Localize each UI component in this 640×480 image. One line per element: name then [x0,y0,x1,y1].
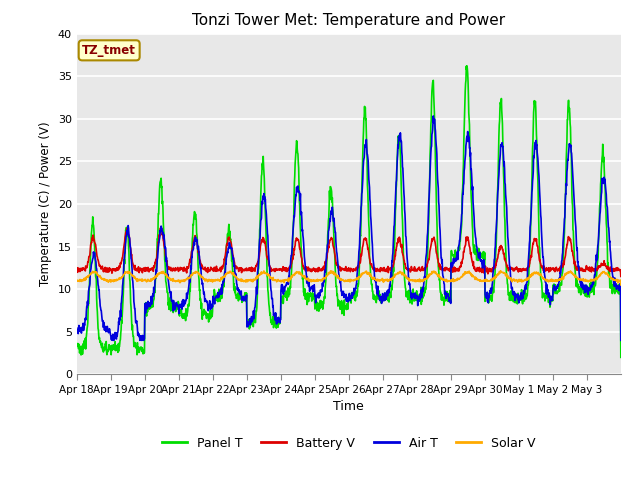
Solar V [324,272,332,277]
Panel T [477,251,485,257]
Solar V [73,278,81,284]
Battery V [617,274,625,279]
Solar V [610,277,618,283]
Battery V [335,265,342,271]
Air T [617,337,625,343]
Air T [158,228,166,234]
Battery V [477,266,485,272]
Line: Battery V: Battery V [77,228,621,276]
Solar V [477,277,484,283]
Panel T [617,354,625,360]
Battery V [157,225,164,231]
Panel T [335,297,342,303]
Air T [335,271,342,276]
Air T [477,257,485,263]
Panel T [463,63,471,69]
Line: Air T: Air T [77,116,621,340]
Battery V [557,265,564,271]
X-axis label: Time: Time [333,400,364,413]
Solar V [497,268,504,274]
Solar V [158,269,166,275]
Air T [73,325,81,331]
Solar V [617,282,625,288]
Air T [109,337,116,343]
Air T [429,113,437,119]
Air T [611,284,618,289]
Battery V [73,266,81,272]
Solar V [557,276,564,281]
Panel T [73,343,81,348]
Panel T [557,282,564,288]
Air T [557,263,565,269]
Line: Solar V: Solar V [77,271,621,285]
Air T [324,228,332,234]
Title: Tonzi Tower Met: Temperature and Power: Tonzi Tower Met: Temperature and Power [192,13,506,28]
Panel T [610,288,618,294]
Panel T [324,228,332,233]
Battery V [158,232,166,238]
Text: TZ_tmet: TZ_tmet [82,44,136,57]
Battery V [324,244,332,250]
Line: Panel T: Panel T [77,66,621,357]
Legend: Panel T, Battery V, Air T, Solar V: Panel T, Battery V, Air T, Solar V [157,432,541,455]
Y-axis label: Temperature (C) / Power (V): Temperature (C) / Power (V) [39,122,52,286]
Battery V [610,266,618,272]
Panel T [158,184,166,190]
Solar V [335,275,342,280]
